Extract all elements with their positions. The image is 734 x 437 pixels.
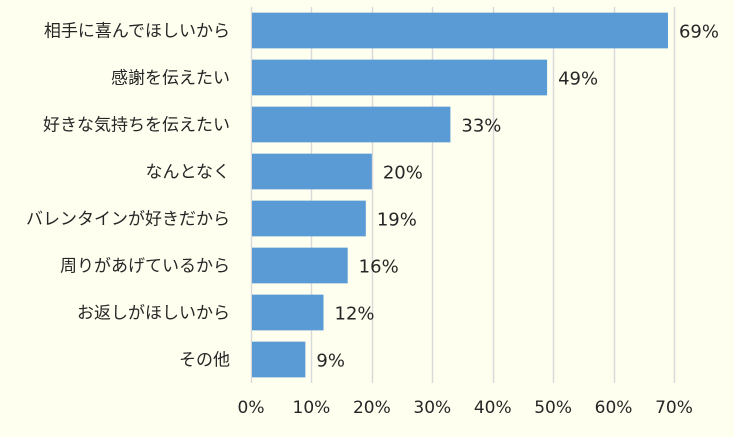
category-label: なんとなく: [146, 163, 231, 183]
bar: [252, 247, 348, 284]
x-tick-label: 40%: [474, 398, 512, 418]
x-tick-label: 30%: [413, 398, 451, 418]
bar: [252, 59, 548, 96]
category-label: お返しがほしいから: [77, 304, 230, 324]
category-label: バレンタインが好きだから: [26, 210, 230, 230]
x-tick-label: 60%: [595, 398, 633, 418]
category-label: 感謝を伝えたい: [111, 69, 230, 89]
category-label: 好きな気持ちを伝えたい: [43, 116, 230, 136]
bar: [252, 106, 451, 143]
bar: [252, 294, 324, 331]
data-labels: 69% 49% 33% 20% 19% 16% 12% 9%: [316, 22, 719, 372]
data-label: 49%: [558, 69, 598, 90]
bar: [252, 341, 306, 378]
category-label: その他: [179, 351, 230, 371]
data-label: 69%: [679, 22, 719, 43]
bar: [252, 153, 372, 190]
x-tick-label: 20%: [353, 398, 391, 418]
data-label: 16%: [359, 257, 399, 278]
bars: [252, 12, 668, 378]
x-tick-label: 10%: [293, 398, 331, 418]
data-label: 20%: [383, 163, 423, 184]
data-label: 12%: [335, 304, 375, 325]
x-tick-label: 50%: [534, 398, 572, 418]
category-labels: 相手に喜んでほしいから感謝を伝えたい好きな気持ちを伝えたいなんとなくバレンタイン…: [26, 22, 230, 371]
bar: [252, 200, 366, 237]
x-tick-label: 70%: [655, 398, 693, 418]
bar: [252, 12, 668, 49]
category-label: 相手に喜んでほしいから: [44, 22, 230, 42]
data-label: 19%: [377, 210, 417, 231]
x-tick-label: 0%: [238, 398, 265, 418]
data-label: 9%: [316, 351, 345, 372]
x-axis-ticks: 0% 10% 20% 30% 40% 50% 60% 70%: [238, 398, 693, 418]
category-label: 周りがあげているから: [60, 257, 230, 277]
data-label: 33%: [461, 116, 501, 137]
